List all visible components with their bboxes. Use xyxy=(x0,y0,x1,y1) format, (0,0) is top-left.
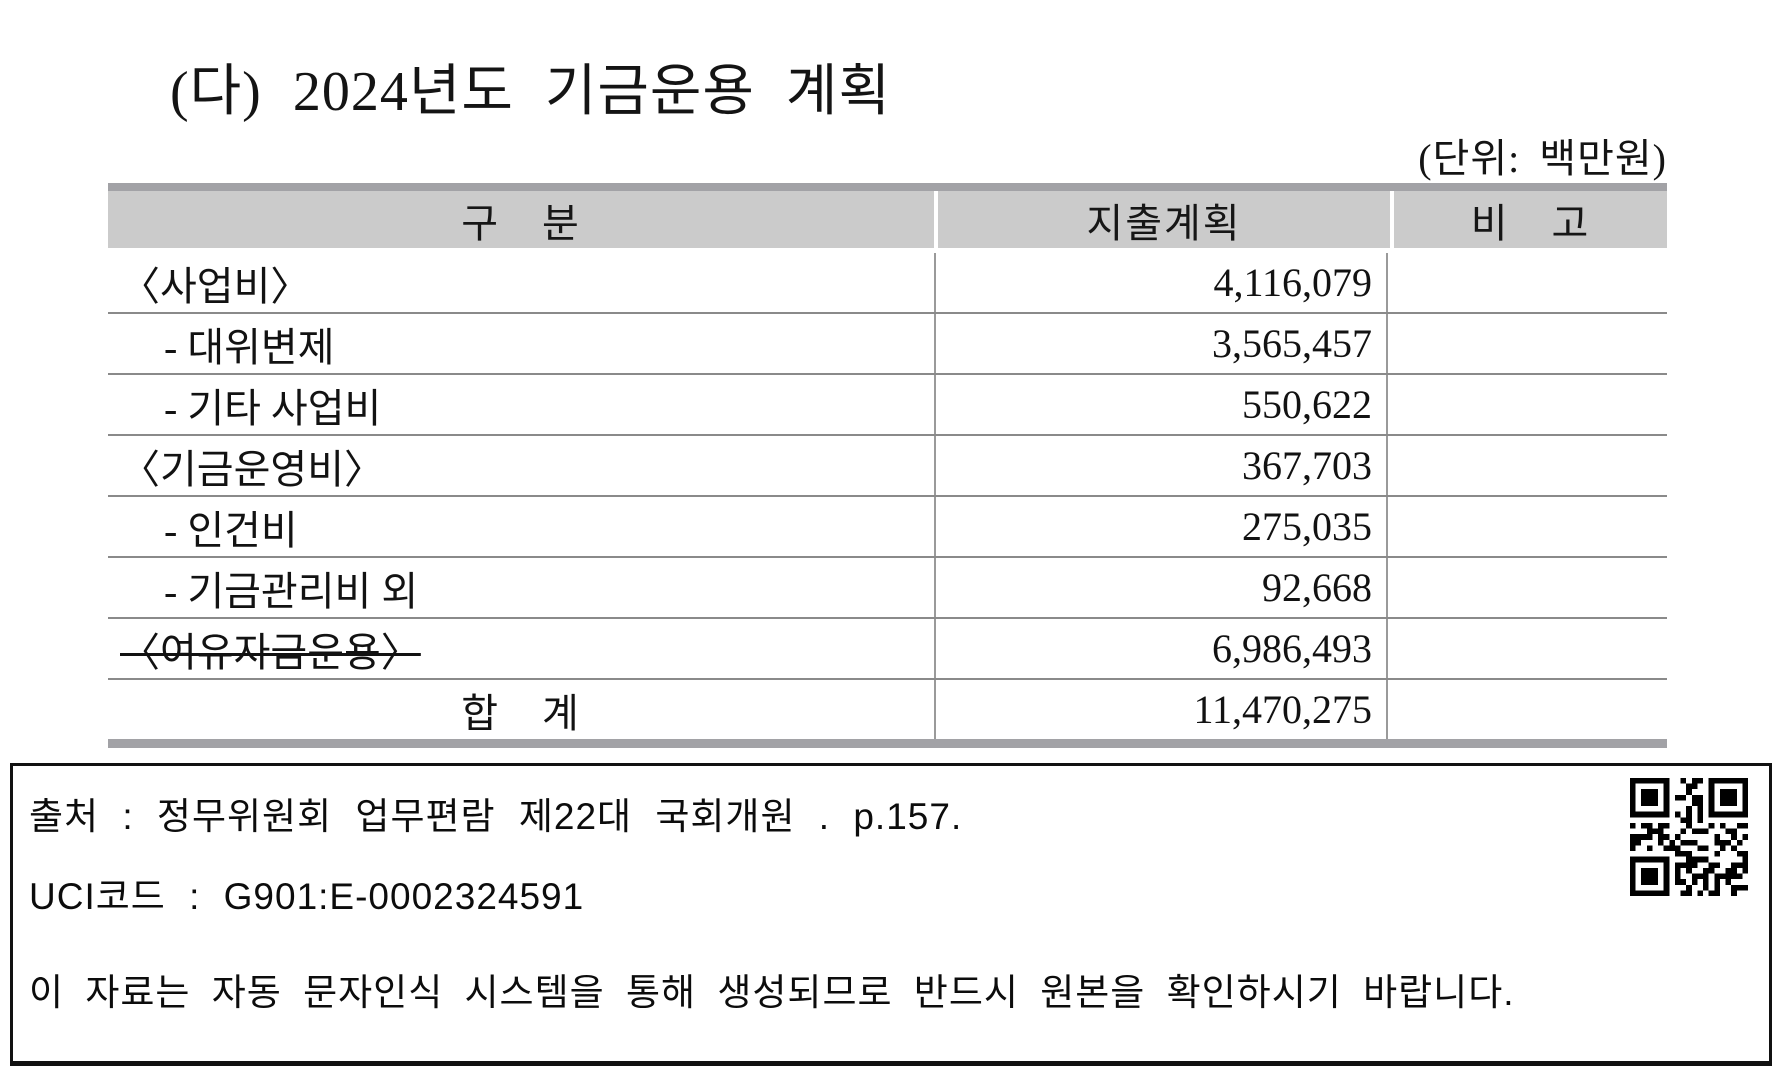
row-value: 275,035 xyxy=(934,497,1386,556)
row-note xyxy=(1386,558,1667,617)
notice-line: 이 자료는 자동 문자인식 시스템을 통해 생성되므로 반드시 원본을 확인하시… xyxy=(29,972,1515,1013)
row-label: - 대위변제 xyxy=(164,324,335,370)
column-header-expenditure: 지출계획 xyxy=(934,190,1390,249)
qr-code-icon xyxy=(1630,778,1748,896)
row-value: 11,470,275 xyxy=(934,680,1386,739)
table-header-row: 구 분 지출계획 비 고 xyxy=(108,190,1667,251)
row-value: 550,622 xyxy=(934,375,1386,434)
row-note xyxy=(1386,497,1667,556)
table-row: - 인건비 275,035 xyxy=(108,497,1667,558)
row-label: - 인건비 xyxy=(164,507,298,553)
table-bottom-bar xyxy=(108,739,1667,748)
table-top-bar xyxy=(108,183,1667,191)
table-row: 〈기금운영비〉 367,703 xyxy=(108,436,1667,497)
row-label: 〈기금운영비〉 xyxy=(120,446,384,492)
source-footer-box: 출처 : 정무위원회 업무편람 제22대 국회개원 . p.157. UCI코드… xyxy=(10,763,1772,1066)
row-value: 3,565,457 xyxy=(934,314,1386,373)
column-header-category: 구 분 xyxy=(461,200,581,246)
table-row: 〈사업비〉 4,116,079 xyxy=(108,251,1667,314)
row-note xyxy=(1386,680,1667,739)
table-body: 〈사업비〉 4,116,079 - 대위변제 3,565,457 - 기타 사업… xyxy=(108,251,1667,739)
row-note xyxy=(1386,253,1667,312)
row-label: - 기타 사업비 xyxy=(164,385,382,431)
table-row: 〈여유자금운용〉 6,986,493 xyxy=(108,619,1667,680)
row-note xyxy=(1386,314,1667,373)
uci-code-line: UCI코드 : G901:E-0002324591 xyxy=(29,876,585,917)
table-row: - 기금관리비 외 92,668 xyxy=(108,558,1667,619)
source-line: 출처 : 정무위원회 업무편람 제22대 국회개원 . p.157. xyxy=(29,796,963,837)
fund-plan-table: 구 분 지출계획 비 고 〈사업비〉 4,116,079 - 대위변제 3,56… xyxy=(108,183,1667,748)
page-title: (다) 2024년도 기금운용 계획 xyxy=(170,61,891,123)
table-row: - 기타 사업비 550,622 xyxy=(108,375,1667,436)
row-value: 92,668 xyxy=(934,558,1386,617)
row-label: 〈사업비〉 xyxy=(120,263,311,309)
row-note xyxy=(1386,375,1667,434)
row-value: 4,116,079 xyxy=(934,253,1386,312)
row-value: 367,703 xyxy=(934,436,1386,495)
row-value: 6,986,493 xyxy=(934,619,1386,678)
table-row: - 대위변제 3,565,457 xyxy=(108,314,1667,375)
table-row: 합 계 11,470,275 xyxy=(108,680,1667,739)
row-label: - 기금관리비 외 xyxy=(164,568,419,614)
row-label: 합 계 xyxy=(461,690,581,736)
column-header-remarks: 비 고 xyxy=(1390,190,1667,249)
unit-label: (단위: 백만원) xyxy=(1418,136,1667,181)
row-label: 〈여유자금운용〉 xyxy=(120,629,421,675)
row-note xyxy=(1386,619,1667,678)
row-note xyxy=(1386,436,1667,495)
